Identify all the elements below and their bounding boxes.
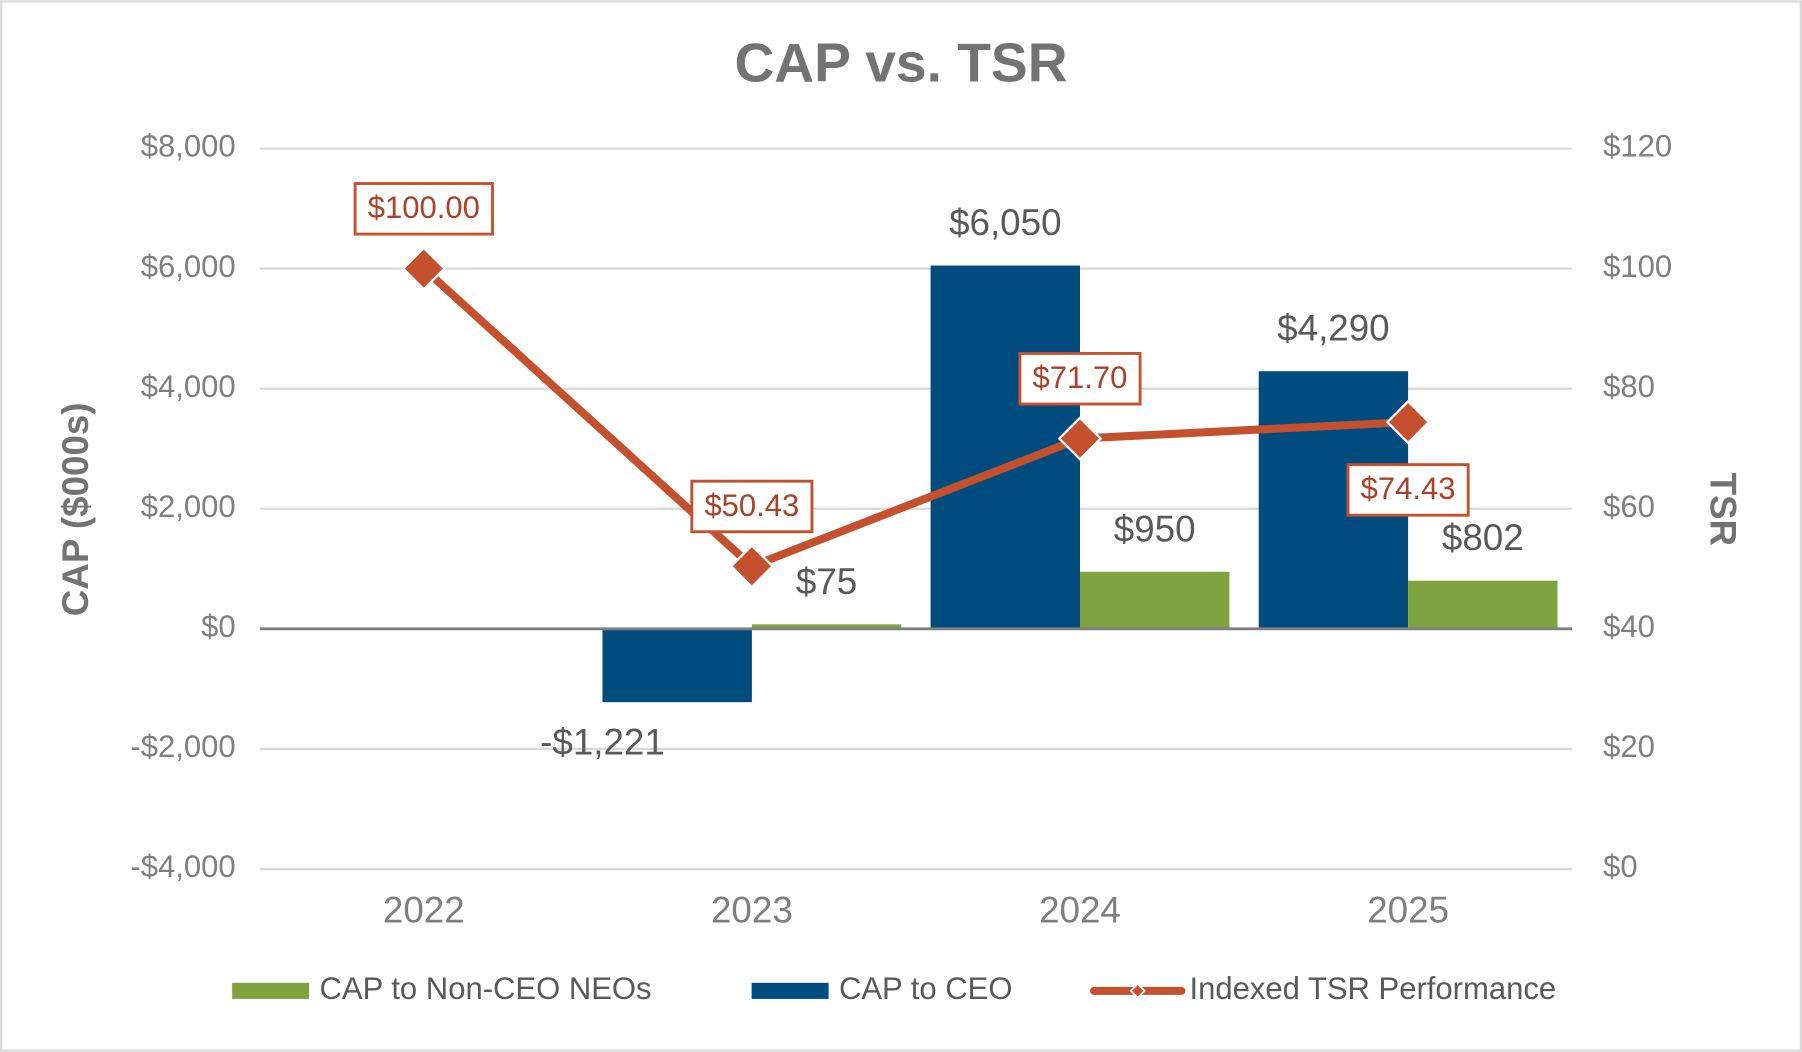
legend-marker: [1129, 982, 1146, 999]
y2-tick-label: $80: [1603, 369, 1655, 404]
y2-tick-label: $60: [1603, 489, 1655, 524]
legend-label: CAP to Non-CEO NEOs: [319, 971, 651, 1006]
y2-tick-label: $120: [1603, 129, 1672, 164]
data-label-box: $100.00: [353, 182, 494, 236]
x-tick-label: 2023: [711, 889, 793, 930]
data-label: $4,290: [1277, 308, 1389, 349]
data-label: $75: [796, 561, 857, 602]
bar: [602, 628, 752, 703]
data-label: $6,050: [949, 202, 1061, 243]
data-label-box: $50.43: [690, 479, 814, 534]
x-tick-label: 2022: [383, 889, 465, 930]
y-tick-label: $0: [201, 609, 235, 644]
data-label-box: $71.70: [1018, 352, 1142, 406]
x-tick-label: 2025: [1367, 889, 1449, 930]
bar: [751, 624, 902, 629]
bar: [1408, 580, 1558, 629]
data-label: $71.70: [1033, 360, 1128, 395]
y-tick-label: $2,000: [141, 489, 236, 524]
line-marker: [1057, 416, 1103, 461]
data-label: $802: [1442, 517, 1524, 558]
label-box: [1346, 463, 1470, 517]
y-tick-label: -$4,000: [130, 849, 235, 884]
y2-tick-label: $20: [1603, 729, 1655, 764]
label-box: [353, 182, 494, 236]
legend-label: Indexed TSR Performance: [1189, 971, 1556, 1006]
legend-swatch: [232, 982, 310, 999]
data-label: $50.43: [704, 488, 799, 523]
bar: [1079, 571, 1230, 629]
label-box: [690, 479, 814, 534]
data-label: $950: [1114, 508, 1196, 549]
legend-swatch: [751, 982, 829, 999]
y2-axis-label: TSR: [1703, 473, 1744, 547]
line: [421, 265, 1409, 571]
data-label: $100.00: [368, 190, 480, 225]
label-box: [1018, 352, 1142, 406]
y-tick-label: $6,000: [141, 249, 236, 284]
x-tick-label: 2024: [1039, 889, 1121, 930]
y-tick-label: -$2,000: [130, 729, 235, 764]
y2-tick-label: $40: [1603, 609, 1655, 644]
line-marker: [729, 543, 775, 589]
data-label-box: $74.43: [1346, 463, 1470, 517]
data-label: -$1,221: [540, 721, 665, 762]
chart-title: CAP vs. TSR: [734, 31, 1067, 93]
y-tick-label: $8,000: [141, 129, 236, 164]
y-axis-label: CAP ($000s): [55, 402, 96, 616]
data-label: $74.43: [1361, 471, 1456, 506]
legend-label: CAP to CEO: [839, 971, 1013, 1006]
y2-tick-label: $0: [1603, 849, 1638, 884]
line-marker: [401, 246, 447, 291]
line-marker: [1385, 399, 1431, 445]
y-tick-label: $4,000: [141, 369, 236, 404]
y2-tick-label: $100: [1603, 249, 1672, 284]
